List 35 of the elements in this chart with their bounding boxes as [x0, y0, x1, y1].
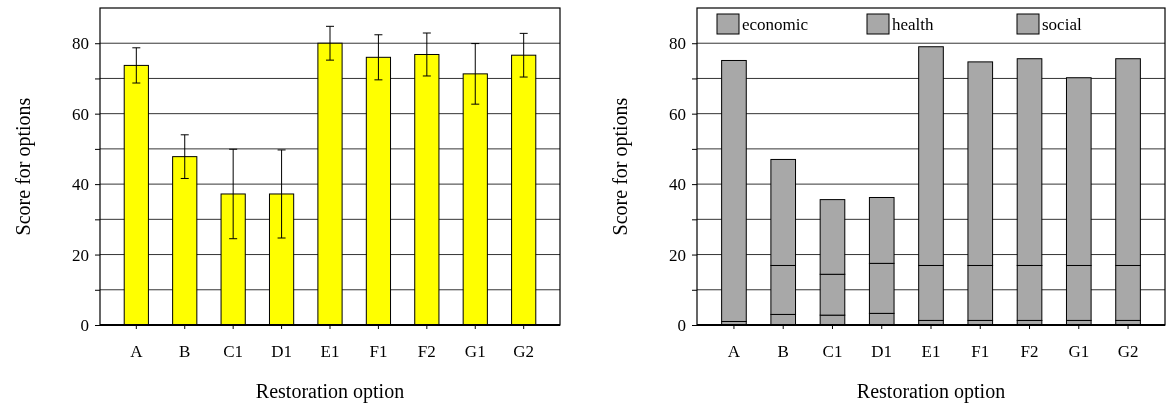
legend-label: social — [1042, 15, 1082, 34]
legend-label: health — [892, 15, 935, 34]
x-tick-label: G1 — [1068, 342, 1090, 362]
x-tick-label: C1 — [822, 342, 843, 362]
x-tick-label: F2 — [417, 342, 436, 362]
y-tick-label: 0 — [80, 315, 89, 335]
x-tick-label: A — [727, 342, 741, 362]
x-tick-label: E1 — [320, 342, 340, 362]
y-tick-label: 60 — [669, 104, 686, 124]
x-tick-label: B — [179, 342, 191, 362]
x-tick-label: B — [777, 342, 789, 362]
x-tick-label: F1 — [369, 342, 388, 362]
y-tick-label: 40 — [72, 175, 89, 195]
x-axis-title: Restoration option — [255, 380, 405, 403]
y-axis-title: Score for options — [12, 97, 35, 236]
x-tick-label: E1 — [921, 342, 941, 362]
y-tick-label: 40 — [669, 175, 686, 195]
x-tick-label: G2 — [513, 342, 535, 362]
y-tick-label: 0 — [677, 315, 686, 335]
y-tick-label: 60 — [72, 104, 89, 124]
y-tick-label: 80 — [669, 34, 686, 54]
x-tick-label: F1 — [971, 342, 990, 362]
x-tick-label: D1 — [871, 342, 893, 362]
y-tick-label: 20 — [669, 245, 686, 265]
x-tick-label: F2 — [1020, 342, 1039, 362]
x-tick-label: G1 — [464, 342, 486, 362]
y-axis-title: Score for options — [609, 97, 632, 236]
x-tick-label: G2 — [1117, 342, 1139, 362]
x-axis-title: Restoration option — [856, 380, 1006, 403]
y-tick-label: 80 — [72, 34, 89, 54]
x-tick-label: C1 — [223, 342, 244, 362]
x-tick-label: D1 — [271, 342, 292, 362]
legend-label: economic — [742, 15, 809, 34]
y-tick-label: 20 — [72, 245, 89, 265]
x-tick-label: A — [130, 342, 144, 362]
